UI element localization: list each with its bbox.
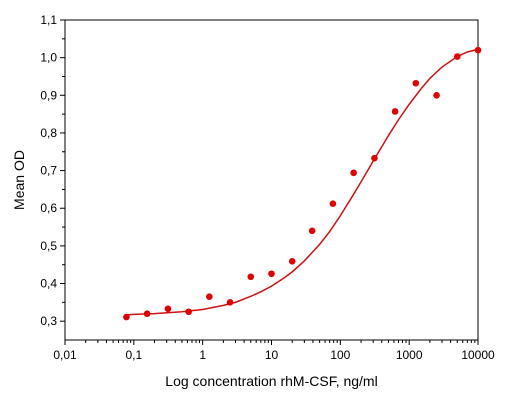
y-axis-ticks [60, 19, 65, 322]
data-point [412, 79, 420, 87]
x-axis-ticks [64, 340, 479, 345]
data-points [123, 46, 482, 321]
x-tick-label: 0,1 [125, 348, 142, 362]
x-tick-label: 10000 [461, 348, 495, 362]
data-point [433, 91, 440, 99]
data-point [308, 227, 316, 235]
data-point [474, 46, 482, 54]
data-point [185, 308, 192, 316]
fit-curve [126, 48, 479, 316]
data-point [453, 53, 461, 60]
x-tick-label: 100 [330, 348, 350, 362]
x-tick-label: 10 [265, 348, 279, 362]
y-tick-label: 0,8 [40, 126, 57, 140]
y-axis-label: Mean OD [11, 150, 27, 210]
y-tick-label: 0,9 [40, 88, 57, 102]
y-tick-label: 1,0 [40, 51, 57, 65]
data-point [371, 154, 378, 162]
data-point [329, 200, 337, 208]
data-point [288, 258, 296, 265]
data-point [247, 273, 255, 281]
y-tick-label: 0,6 [40, 201, 57, 215]
x-axis-tick-labels: 0,01 0,1 1 10 100 1000 10000 [53, 348, 495, 362]
x-tick-label: 1 [199, 348, 206, 362]
y-tick-label: 1,1 [40, 13, 57, 27]
data-point [164, 305, 172, 313]
y-tick-label: 0,3 [40, 314, 57, 328]
y-axis-tick-labels: 0,3 0,4 0,5 0,6 0,7 0,8 0,9 1,0 1,1 [40, 13, 57, 328]
x-tick-label: 1000 [396, 348, 423, 362]
y-tick-label: 0,4 [40, 277, 57, 291]
data-point [123, 313, 130, 321]
y-tick-label: 0,5 [40, 239, 57, 253]
y-tick-label: 0,7 [40, 164, 57, 178]
data-point [391, 108, 399, 115]
data-point [226, 299, 234, 306]
data-point [350, 169, 357, 177]
x-axis-label: Log concentration rhM-CSF, ng/ml [165, 373, 377, 389]
data-point [268, 270, 275, 278]
data-point [143, 310, 151, 317]
data-point [206, 293, 213, 301]
x-tick-label: 0,01 [53, 348, 77, 362]
